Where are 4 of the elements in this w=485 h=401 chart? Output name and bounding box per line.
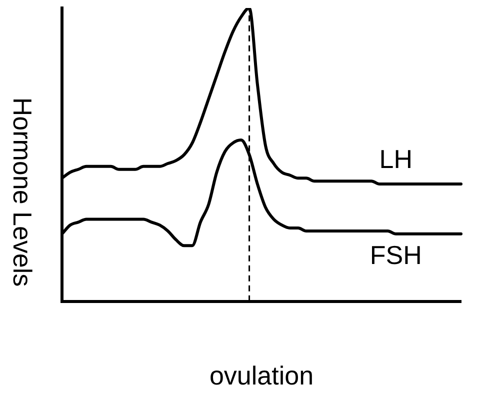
x-axis-title: ovulation [209, 360, 314, 391]
series-label: LH [379, 144, 412, 174]
y-axis-title: Hormone Levels [6, 97, 38, 287]
series-label: FSH [370, 240, 422, 270]
